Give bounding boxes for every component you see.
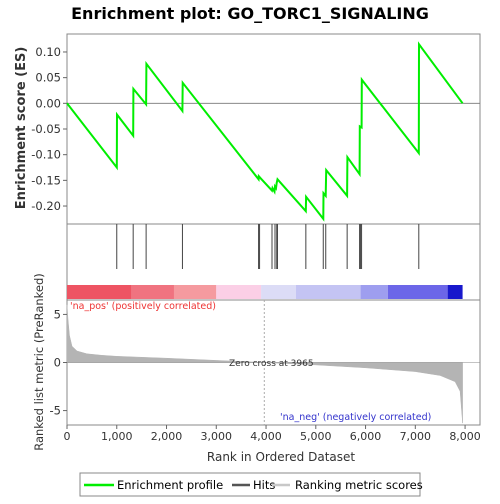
- color-bar-segment: [296, 285, 361, 299]
- color-bar-segment: [361, 285, 388, 299]
- ranking-color-bar: [67, 285, 463, 299]
- metric-y-tick-label: 0: [54, 356, 61, 370]
- metric-y-axis: 5 0 -5: [50, 307, 67, 417]
- metric-x-tick-label: 3,000: [201, 430, 233, 443]
- color-bar-segment: [132, 285, 174, 299]
- pos-correlated-label: 'na_pos' (positively correlated): [70, 301, 216, 312]
- es-y-tick-label: 0.10: [35, 45, 61, 59]
- color-bar-segment: [261, 285, 296, 299]
- color-bar-segment: [174, 285, 216, 299]
- metric-x-tick-label: 4,000: [250, 430, 282, 443]
- metric-x-tick-label: 8,000: [449, 430, 481, 443]
- es-y-tick-label: -0.20: [31, 199, 61, 213]
- es-y-axis-label: Enrichment score (ES): [14, 47, 29, 210]
- metric-x-tick-label: 5,000: [300, 430, 332, 443]
- metric-x-tick-label: 7,000: [400, 430, 432, 443]
- legend-metric-label: Ranking metric scores: [295, 478, 423, 492]
- neg-correlated-label: 'na_neg' (negatively correlated): [280, 412, 431, 423]
- es-y-axis: 0.10 0.05 0.00 -0.05 -0.10 -0.15 -0.20: [31, 45, 67, 213]
- es-y-tick-label: -0.05: [31, 122, 61, 136]
- color-bar-segment: [216, 285, 261, 299]
- legend-hits-label: Hits: [253, 478, 275, 492]
- legend-enrichment-label: Enrichment profile: [117, 478, 223, 492]
- metric-y-tick-label: 5: [54, 307, 61, 321]
- es-y-tick-label: 0.00: [35, 96, 61, 110]
- metric-y-tick-label: -5: [50, 404, 61, 418]
- color-bar-segment: [448, 285, 463, 299]
- color-bar-segment: [67, 285, 132, 299]
- color-bar-segment: [388, 285, 448, 299]
- metric-y-axis-label: Ranked list metric (PreRanked): [32, 273, 46, 451]
- metric-x-axis: 0 1,000 2,000 3,000 4,000 5,000 6,000 7,000 8,00…: [64, 425, 481, 443]
- es-y-tick-label: -0.10: [31, 148, 61, 162]
- metric-x-tick-label: 1,000: [101, 430, 133, 443]
- metric-x-tick-label: 6,000: [350, 430, 382, 443]
- metric-x-tick-label: 0: [64, 430, 71, 443]
- metric-x-axis-label: Rank in Ordered Dataset: [207, 450, 355, 464]
- es-y-tick-label: -0.15: [31, 173, 61, 187]
- metric-x-tick-label: 2,000: [151, 430, 183, 443]
- zero-cross-label: Zero cross at 3965: [229, 359, 314, 369]
- plot-title: Enrichment plot: GO_TORC1_SIGNALING: [71, 4, 429, 23]
- es-y-tick-label: 0.05: [35, 71, 61, 85]
